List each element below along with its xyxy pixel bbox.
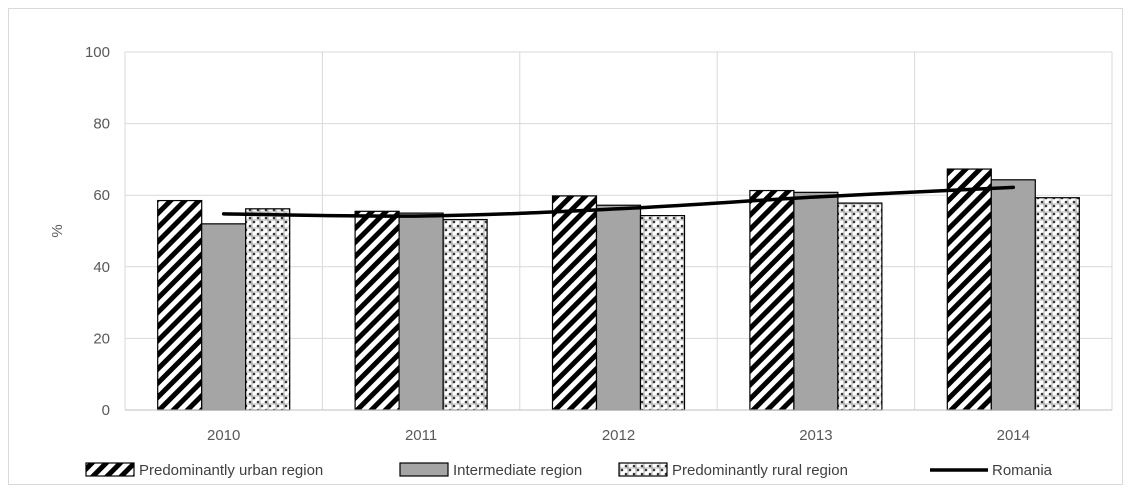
y-tick-label: 80 bbox=[93, 116, 110, 133]
x-tick-label: 2014 bbox=[997, 427, 1030, 444]
legend-label-3: Romania bbox=[992, 462, 1053, 479]
x-tick-label: 2012 bbox=[602, 427, 635, 444]
bar-0-4 bbox=[946, 168, 992, 411]
bar-2-3 bbox=[837, 202, 883, 411]
bar-1-3 bbox=[793, 191, 839, 411]
bar-0-2 bbox=[551, 195, 598, 411]
bar-0-0 bbox=[157, 199, 203, 411]
y-tick-label: 60 bbox=[93, 187, 110, 204]
bar-2-4 bbox=[1034, 197, 1080, 411]
bar-0-3 bbox=[749, 189, 795, 411]
bar-2-2 bbox=[639, 215, 686, 411]
y-tick-label: 0 bbox=[102, 402, 110, 419]
y-tick-label: 40 bbox=[93, 259, 110, 276]
bar-2-0 bbox=[245, 208, 291, 411]
x-tick-label: 2013 bbox=[799, 427, 832, 444]
romania-line-layer bbox=[221, 185, 1016, 218]
y-tick-label: 20 bbox=[93, 330, 110, 347]
x-tick-label: 2010 bbox=[207, 427, 240, 444]
y-tick-label: 100 bbox=[85, 44, 110, 61]
legend-swatch-0 bbox=[85, 462, 135, 477]
bar-0-1 bbox=[354, 210, 400, 411]
legend-swatch-1 bbox=[399, 462, 449, 477]
romania-line bbox=[221, 185, 1016, 218]
bars bbox=[157, 168, 1080, 411]
bar-1-1 bbox=[398, 212, 444, 411]
bar-1-2 bbox=[595, 204, 642, 411]
y-axis-title: % bbox=[49, 224, 66, 237]
bar-1-4 bbox=[990, 179, 1036, 411]
legend-label-1: Intermediate region bbox=[453, 462, 582, 479]
bar-2-1 bbox=[442, 218, 488, 411]
legend: Predominantly urban region Intermediate r… bbox=[85, 462, 1053, 479]
bar-1-0 bbox=[201, 223, 247, 411]
legend-label-0: Predominantly urban region bbox=[139, 462, 323, 479]
x-tick-label: 2011 bbox=[405, 427, 437, 444]
legend-label-2: Predominantly rural region bbox=[672, 462, 848, 479]
axes: 0 20 40 60 80 100 2010 2011 2012 2013 2014% bbox=[49, 44, 1112, 444]
legend-swatch-2 bbox=[618, 462, 668, 477]
